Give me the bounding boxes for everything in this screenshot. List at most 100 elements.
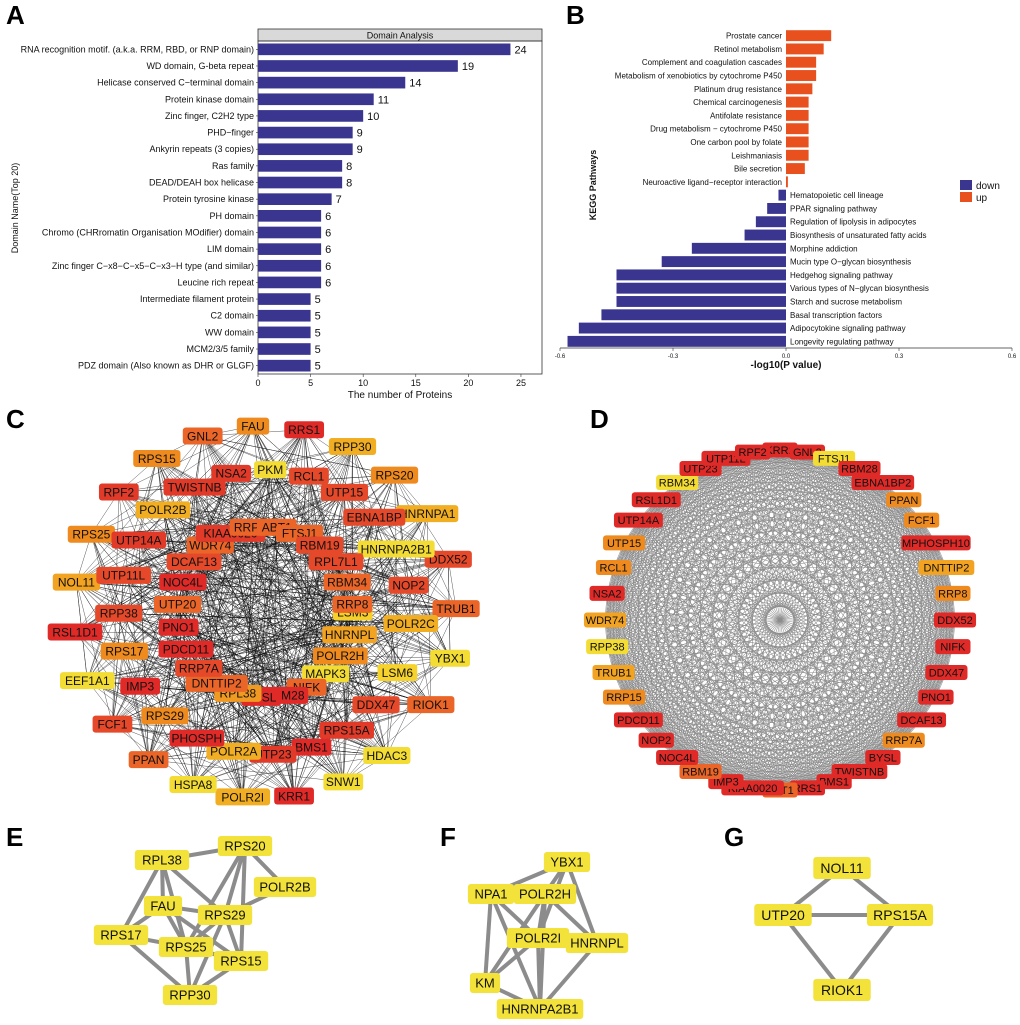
node-label: RPP38 [590, 642, 625, 654]
network-node: RPP38 [95, 604, 143, 622]
pathway-label: Morphine addiction [790, 244, 858, 253]
network-node: KRR1 [762, 442, 798, 458]
node-box [154, 595, 202, 613]
node-box [302, 665, 350, 683]
edge [752, 451, 937, 544]
edge [124, 533, 300, 652]
node-label: HNRNPA1 [399, 507, 456, 521]
domain-category-label: PH domain [209, 211, 254, 221]
network-node: NOP2 [388, 576, 429, 594]
node-label: POLR2A [210, 745, 257, 759]
pathway-bar [691, 242, 786, 254]
pathway-label: PPAR signaling pathway [790, 204, 877, 213]
edge [606, 593, 860, 772]
edge [343, 704, 431, 783]
node-box [424, 550, 472, 568]
edge [193, 561, 451, 659]
node-label: UTP20 [159, 598, 197, 612]
network-node: RBM19 [679, 763, 722, 779]
network-f: YBX1 NPA1 POLR2H POLR2I HNRNPL KM HNRNPA2B1 [467, 852, 629, 1019]
network-node: NOP2 [638, 732, 674, 748]
node-label: DNTTIP2 [192, 677, 242, 691]
edge [623, 542, 808, 789]
pathway-bar [661, 256, 786, 268]
edge [677, 482, 904, 501]
node-label: HNRNPA2B1 [501, 1002, 578, 1017]
network-node: RPS15A [866, 904, 934, 926]
edge [638, 451, 753, 721]
edge [148, 695, 285, 760]
kegg-pathways-chart: -log10(P value) KEGG Pathways down up Pr… [555, 30, 1017, 371]
pathway-label: Platinum drug resistance [694, 85, 783, 94]
edge [656, 499, 947, 568]
pathway-bar [786, 136, 809, 148]
edge [538, 941, 599, 1011]
x-tick-label: 0.0 [782, 354, 791, 360]
network-node: RBM34 [323, 573, 371, 591]
edge [148, 561, 337, 760]
network-node: RRP15 [603, 689, 646, 705]
edge [119, 859, 164, 936]
network-d: KRR1GNL2FTSJ1RBM28EBNA1BP2PPANFCF1MPHOSP… [583, 442, 977, 798]
network-node: RPS29 [141, 707, 189, 725]
network-node: POLR2I [506, 928, 570, 948]
edge [700, 468, 808, 788]
network-node: EEF1A1 [60, 672, 115, 690]
node-label: POLR2I [221, 790, 264, 804]
domain-category-label: Helicase conserved C−terminal domain [97, 78, 254, 88]
node-box [143, 896, 183, 916]
edge [604, 619, 753, 789]
edge [408, 585, 432, 705]
edge [655, 468, 701, 741]
node-box [363, 746, 411, 764]
edge [613, 567, 922, 721]
network-node: PHOSPH [169, 729, 225, 747]
node-box [163, 478, 226, 496]
edge [604, 451, 753, 621]
node-box [296, 536, 344, 554]
network-node: RPL7L1 [308, 553, 364, 571]
domain-category-label: LIM domain [207, 244, 254, 254]
node-box [47, 623, 103, 641]
node-label: RPS20 [376, 468, 414, 482]
edge [410, 513, 428, 624]
edge [252, 469, 271, 528]
node-label: POLR2B [139, 503, 186, 517]
edge [623, 696, 860, 772]
edge [272, 545, 320, 755]
node-label: MAPK3 [305, 667, 346, 681]
edge [164, 715, 387, 756]
edge [676, 458, 727, 758]
network-node: DDX47 [352, 696, 400, 714]
network-node: NOC4L [159, 573, 207, 591]
x-tick-label: 20 [463, 378, 473, 388]
edge [565, 861, 599, 944]
node-label: EBNA1BP2 [854, 477, 911, 489]
network-node: UTP11L [96, 566, 151, 584]
edge [752, 452, 781, 791]
pathway-bar [616, 296, 786, 307]
edge [178, 623, 411, 628]
domain-bar-value: 6 [325, 261, 331, 273]
edge [638, 519, 781, 791]
edge [833, 458, 905, 741]
edge [677, 482, 956, 621]
domain-bar-value: 14 [409, 78, 421, 90]
edge [623, 542, 701, 772]
edge [606, 451, 753, 594]
edge [676, 482, 953, 647]
edges-netG [781, 866, 902, 992]
node-box [206, 742, 262, 760]
node-label: DDX52 [937, 615, 972, 627]
node-box [543, 852, 591, 872]
node-box [903, 512, 940, 528]
node-label: RRP15 [606, 692, 641, 704]
pathway-label: Neuroactive ligand−receptor interaction [643, 178, 782, 187]
edge [304, 429, 428, 514]
edge [752, 452, 808, 788]
edge [613, 567, 727, 782]
node-box [430, 649, 470, 667]
edge [638, 696, 936, 721]
network-node: POLR2B [253, 877, 317, 897]
edge [676, 482, 937, 698]
